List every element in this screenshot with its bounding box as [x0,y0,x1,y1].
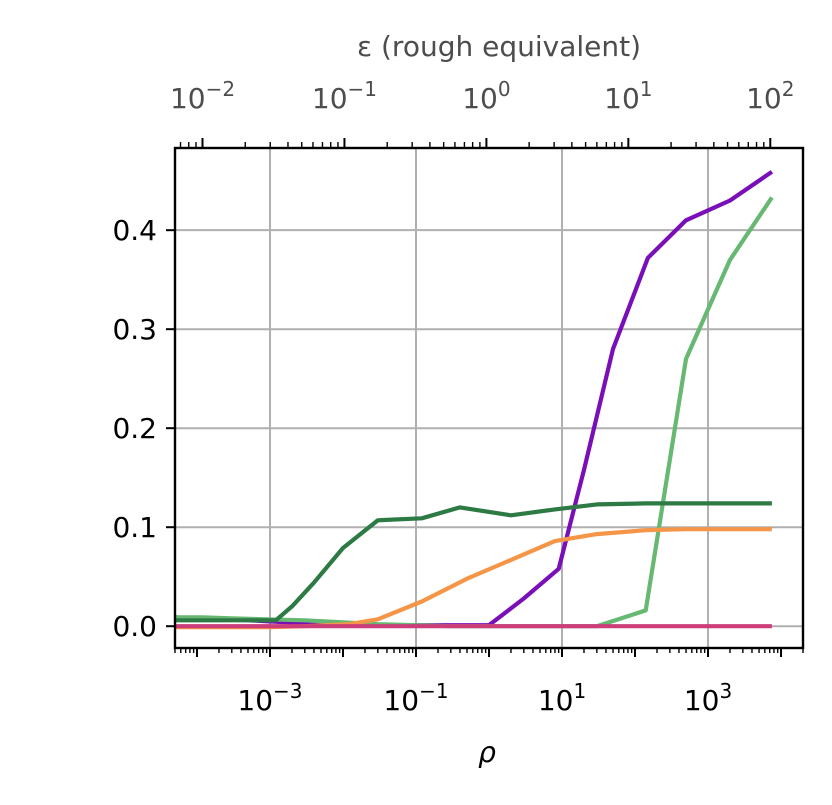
y-tick-label: 0.4 [112,214,157,247]
x-tick-label: 103 [684,679,732,717]
x-axis-label: ρ [478,736,496,769]
top-tick-label: 100 [462,77,510,115]
y-tick-label: 0.0 [112,610,157,643]
x-tick-label: 10−1 [383,679,448,717]
top-tick-label: 10−2 [170,77,235,115]
top-tick-label: 101 [604,77,652,115]
x-tick-label: 101 [538,679,586,717]
tick-labels: 10−3 10−1 101 103 0.0 0.1 0.2 0.3 0.4 10−2 10−1 100… [112,77,794,717]
y-tick-label: 0.3 [112,313,157,346]
top-tick-label: 102 [746,77,794,115]
x-tick-label: 10−3 [237,679,302,717]
tick-marks [166,138,804,657]
y-tick-label: 0.1 [112,511,157,544]
top-tick-label: 10−1 [312,77,377,115]
series-line-1 [175,170,774,628]
series-line-4 [175,527,772,630]
y-tick-label: 0.2 [112,412,157,445]
series-line-3 [175,501,772,623]
grid [175,148,803,648]
top-axis-label: ε (rough equivalent) [357,30,641,63]
series-line-2 [175,196,774,629]
series-lines [175,170,774,630]
